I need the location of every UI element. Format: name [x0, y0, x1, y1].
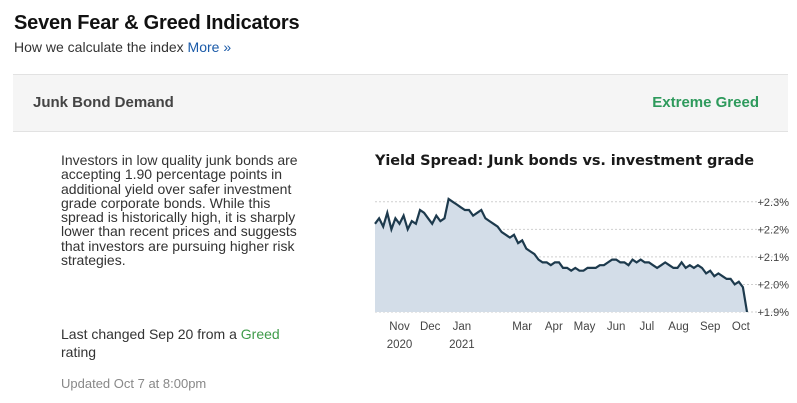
indicator-description: Investors in low quality junk bonds are …: [61, 152, 298, 269]
x-tick-label: Apr: [545, 321, 563, 333]
x-tick-label: Jul: [639, 321, 654, 333]
y-axis-ticks: +2.3% +2.2% +2.1% +2.0% +1.9%: [758, 197, 790, 319]
x-axis-ticks: Nov 2020 Dec Jan 2021 Mar Apr May Jun Jul Aug Sep Oc…: [387, 321, 751, 351]
x-tick-label: Jan: [453, 321, 472, 333]
indicator-name: Junk Bond Demand: [33, 94, 174, 111]
y-tick-label: +2.1%: [758, 252, 790, 264]
chart-area-fill: [375, 199, 747, 312]
last-changed-suffix: rating: [61, 344, 97, 360]
y-tick-label: +2.3%: [758, 197, 790, 209]
x-tick-label: Oct: [732, 321, 751, 333]
last-changed-rating: Greed: [240, 326, 280, 342]
y-tick-label: +1.9%: [758, 307, 790, 319]
x-tick-label: May: [574, 321, 596, 333]
x-tick-label: Jun: [607, 321, 626, 333]
updated-timestamp: Updated Oct 7 at 8:00pm: [61, 376, 207, 391]
chart-series-line: [374, 197, 749, 313]
indicator-rating: Extreme Greed: [652, 94, 759, 111]
x-tick-label: Nov: [389, 321, 410, 333]
chart-title: Yield Spread: Junk bonds vs. investment …: [375, 153, 755, 169]
x-tick-label: Dec: [420, 321, 441, 333]
indicator-header[interactable]: Junk Bond Demand Extreme Greed: [13, 74, 788, 132]
x-tick-year-label: 2020: [387, 339, 413, 351]
y-tick-label: +2.0%: [758, 279, 790, 291]
last-changed-prefix: Last changed Sep 20 from a: [61, 326, 237, 342]
more-link[interactable]: More »: [187, 39, 232, 55]
section-title: Seven Fear & Greed Indicators: [14, 12, 300, 34]
y-tick-label: +2.2%: [758, 224, 790, 236]
x-tick-label: Mar: [512, 321, 532, 333]
subtitle-text: How we calculate the index: [14, 39, 184, 55]
x-tick-year-label: 2021: [449, 339, 475, 351]
section-subtitle: How we calculate the index More »: [14, 39, 231, 55]
x-tick-label: Sep: [700, 321, 720, 333]
x-tick-label: Aug: [668, 321, 688, 333]
last-changed: Last changed Sep 20 from a Greed rating: [61, 325, 291, 361]
